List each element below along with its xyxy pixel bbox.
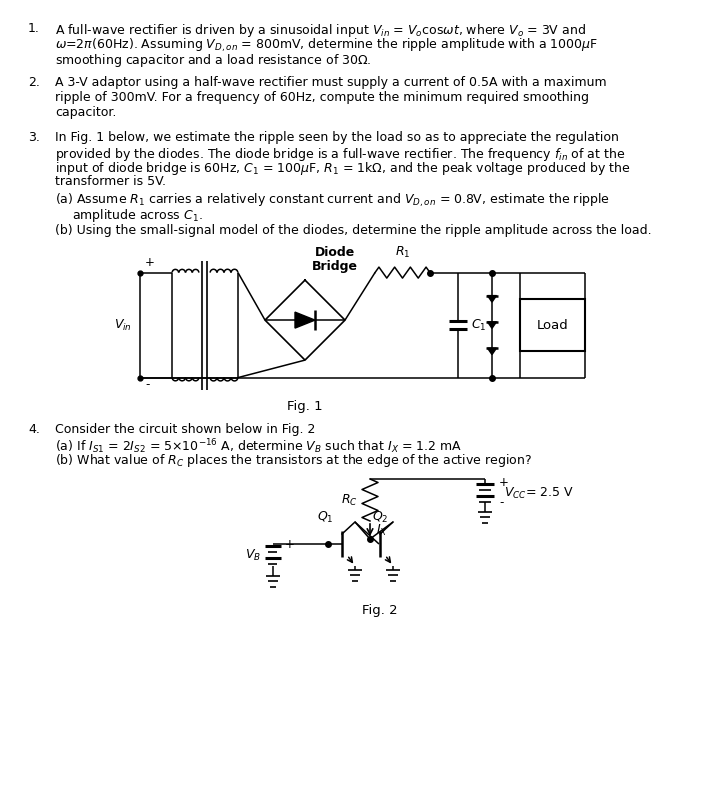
Text: Load: Load xyxy=(536,318,568,332)
Polygon shape xyxy=(295,312,315,328)
Text: In Fig. 1 below, we estimate the ripple seen by the load so as to appreciate the: In Fig. 1 below, we estimate the ripple … xyxy=(55,131,619,144)
Text: amplitude across $C_1$.: amplitude across $C_1$. xyxy=(72,207,203,223)
Text: 1.: 1. xyxy=(28,22,40,35)
Text: $V_{in}$: $V_{in}$ xyxy=(114,318,132,333)
Polygon shape xyxy=(487,295,497,302)
Text: (a) Assume $R_1$ carries a relatively constant current and $V_{D,on}$ = 0.8V, es: (a) Assume $R_1$ carries a relatively co… xyxy=(55,192,610,209)
Text: Fig. 1: Fig. 1 xyxy=(287,400,323,413)
Text: $V_B$: $V_B$ xyxy=(245,547,261,563)
Text: provided by the diodes. The diode bridge is a full-wave rectifier. The frequency: provided by the diodes. The diode bridge… xyxy=(55,145,626,163)
Text: input of diode bridge is 60Hz, $C_1$ = 100$\mu$F, $R_1$ = 1k$\Omega$, and the pe: input of diode bridge is 60Hz, $C_1$ = 1… xyxy=(55,160,631,177)
Text: $\omega$=2$\pi$(60Hz). Assuming $V_{D,on}$ = 800mV, determine the ripple amplitu: $\omega$=2$\pi$(60Hz). Assuming $V_{D,on… xyxy=(55,37,598,54)
Text: (b) What value of $R_C$ places the transistors at the edge of the active region?: (b) What value of $R_C$ places the trans… xyxy=(55,452,532,469)
Text: ripple of 300mV. For a frequency of 60Hz, compute the minimum required smoothing: ripple of 300mV. For a frequency of 60Hz… xyxy=(55,91,589,105)
Text: smoothing capacitor and a load resistance of 30$\Omega$.: smoothing capacitor and a load resistanc… xyxy=(55,52,371,69)
Bar xyxy=(520,299,585,351)
Text: $C_1$: $C_1$ xyxy=(471,318,487,333)
Text: A 3-V adaptor using a half-wave rectifier must supply a current of 0.5A with a m: A 3-V adaptor using a half-wave rectifie… xyxy=(55,77,607,89)
Text: $Q_1$: $Q_1$ xyxy=(317,510,334,525)
Text: $I_X$: $I_X$ xyxy=(376,523,388,538)
Text: (a) If $I_{S1}$ = 2$I_{S2}$ = 5$\times$10$^{-16}$ A, determine $V_B$ such that $: (a) If $I_{S1}$ = 2$I_{S2}$ = 5$\times$1… xyxy=(55,437,462,456)
Text: Bridge: Bridge xyxy=(312,260,358,273)
Text: +: + xyxy=(285,539,295,551)
Text: transformer is 5V.: transformer is 5V. xyxy=(55,176,166,188)
Text: -: - xyxy=(145,377,149,390)
Text: $V_{CC}$= 2.5 V: $V_{CC}$= 2.5 V xyxy=(504,485,574,500)
Text: $R_C$: $R_C$ xyxy=(341,492,358,508)
Text: capacitor.: capacitor. xyxy=(55,106,117,119)
Text: Consider the circuit shown below in Fig. 2: Consider the circuit shown below in Fig.… xyxy=(55,423,316,436)
Text: 4.: 4. xyxy=(28,423,40,436)
Polygon shape xyxy=(487,348,497,354)
Text: 3.: 3. xyxy=(28,131,40,144)
Text: +: + xyxy=(499,476,509,489)
Text: 2.: 2. xyxy=(28,77,40,89)
Text: Diode: Diode xyxy=(315,247,355,259)
Text: Fig. 2: Fig. 2 xyxy=(362,604,397,617)
Text: $R_1$: $R_1$ xyxy=(395,245,411,260)
Text: $Q_2$: $Q_2$ xyxy=(372,510,389,525)
Text: +: + xyxy=(145,255,155,269)
Text: A full-wave rectifier is driven by a sinusoidal input $V_{in}$ = $V_o$cos$\omega: A full-wave rectifier is driven by a sin… xyxy=(55,22,586,39)
Polygon shape xyxy=(487,322,497,328)
Text: -: - xyxy=(499,496,503,509)
Text: (b) Using the small-signal model of the diodes, determine the ripple amplitude a: (b) Using the small-signal model of the … xyxy=(55,223,652,236)
